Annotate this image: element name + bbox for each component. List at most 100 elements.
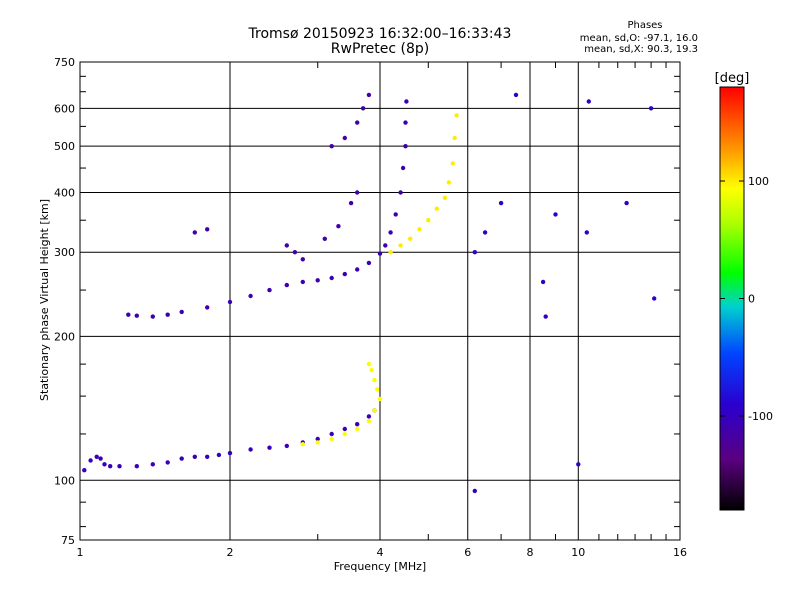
colorbar-tick-label: 100 bbox=[748, 175, 769, 188]
data-point bbox=[404, 99, 409, 104]
info-heading: Phases bbox=[627, 20, 662, 31]
data-point bbox=[375, 387, 380, 392]
data-point bbox=[267, 287, 272, 293]
data-point bbox=[150, 462, 155, 467]
info-line-x: mean, sd,X: 90.3, 19.3 bbox=[584, 44, 698, 55]
data-point bbox=[348, 200, 354, 206]
data-point bbox=[398, 243, 403, 248]
data-point bbox=[366, 92, 372, 98]
chart-subtitle: RwPretec (8p) bbox=[331, 41, 429, 57]
data-point bbox=[292, 250, 298, 255]
data-point bbox=[355, 190, 360, 195]
data-point bbox=[540, 279, 546, 285]
data-point bbox=[454, 113, 459, 118]
y-tick-label: 750 bbox=[54, 56, 75, 69]
y-axis-label: Stationary phase Virtual Height [km] bbox=[38, 199, 51, 401]
data-point bbox=[108, 464, 113, 469]
data-point bbox=[452, 135, 457, 141]
data-point bbox=[408, 236, 413, 241]
data-point bbox=[227, 299, 233, 305]
colorbar-tick-label: 0 bbox=[748, 293, 755, 306]
y-tick-label: 100 bbox=[54, 474, 75, 487]
x-tick-label: 4 bbox=[377, 546, 384, 559]
data-point bbox=[652, 296, 657, 301]
data-point bbox=[624, 200, 629, 206]
data-point bbox=[446, 180, 452, 185]
data-point bbox=[472, 250, 477, 255]
data-point bbox=[284, 243, 289, 248]
y-tick-label: 75 bbox=[61, 534, 75, 547]
axis-ticks: 1 2 4 6 8 10 16 75 100 200 300 400 500 600 750 bbox=[54, 56, 687, 559]
data-point bbox=[165, 460, 170, 465]
data-point bbox=[366, 260, 372, 266]
data-point bbox=[205, 227, 210, 232]
data-point bbox=[227, 450, 233, 456]
info-line-o: mean, sd,O: -97.1, 16.0 bbox=[580, 33, 698, 44]
data-point bbox=[372, 377, 377, 383]
data-point bbox=[342, 426, 347, 432]
data-point bbox=[372, 408, 377, 413]
data-point bbox=[442, 195, 448, 200]
plot-frame bbox=[79, 61, 681, 541]
data-point bbox=[342, 271, 347, 277]
data-point bbox=[248, 447, 253, 452]
data-point bbox=[134, 313, 139, 318]
y-tick-label: 500 bbox=[54, 140, 75, 153]
data-point bbox=[586, 99, 591, 104]
data-point bbox=[388, 230, 393, 235]
data-point bbox=[329, 436, 334, 442]
data-point bbox=[472, 488, 477, 494]
data-point bbox=[366, 361, 372, 367]
grid-lines bbox=[80, 62, 680, 540]
data-point bbox=[205, 454, 210, 459]
x-tick-label: 1 bbox=[77, 546, 84, 559]
data-point bbox=[342, 135, 347, 141]
data-point bbox=[355, 120, 360, 125]
data-point bbox=[300, 442, 305, 447]
data-point bbox=[336, 224, 341, 229]
data-point bbox=[98, 456, 103, 461]
data-point bbox=[576, 462, 581, 467]
data-point bbox=[179, 309, 184, 315]
data-point bbox=[450, 161, 455, 166]
data-point bbox=[398, 190, 403, 195]
data-point bbox=[329, 144, 334, 149]
x-tick-label: 6 bbox=[464, 546, 471, 559]
data-point bbox=[216, 452, 222, 458]
data-point bbox=[165, 312, 170, 317]
data-point bbox=[482, 230, 488, 235]
data-point bbox=[284, 443, 289, 449]
data-point bbox=[355, 422, 360, 427]
data-point bbox=[342, 431, 347, 437]
data-point bbox=[315, 278, 320, 283]
y-tick-label: 200 bbox=[54, 330, 75, 343]
x-tick-label: 10 bbox=[571, 546, 585, 559]
data-point bbox=[329, 431, 334, 437]
data-point bbox=[134, 464, 139, 469]
data-point bbox=[383, 243, 388, 248]
data-point bbox=[426, 218, 431, 223]
data-point bbox=[329, 275, 334, 281]
y-tick-label: 300 bbox=[54, 246, 75, 259]
data-point bbox=[377, 251, 383, 256]
chart-title: Tromsø 20150923 16:32:00–16:33:43 bbox=[248, 26, 512, 42]
data-point bbox=[553, 212, 558, 217]
colorbar-tick-label: -100 bbox=[748, 410, 773, 423]
x-tick-label: 16 bbox=[673, 546, 687, 559]
colorbar-ticks: 100 0 -100 bbox=[720, 175, 773, 423]
data-point bbox=[315, 440, 320, 445]
data-point bbox=[360, 106, 366, 111]
data-point bbox=[366, 414, 372, 419]
data-point bbox=[179, 456, 184, 461]
data-point bbox=[150, 314, 155, 319]
data-point bbox=[648, 106, 654, 111]
data-point bbox=[369, 367, 374, 373]
data-point bbox=[393, 212, 398, 217]
data-point bbox=[102, 462, 107, 467]
data-point bbox=[543, 314, 548, 319]
data-point bbox=[388, 250, 393, 255]
data-points bbox=[82, 92, 657, 494]
data-point bbox=[498, 200, 504, 206]
